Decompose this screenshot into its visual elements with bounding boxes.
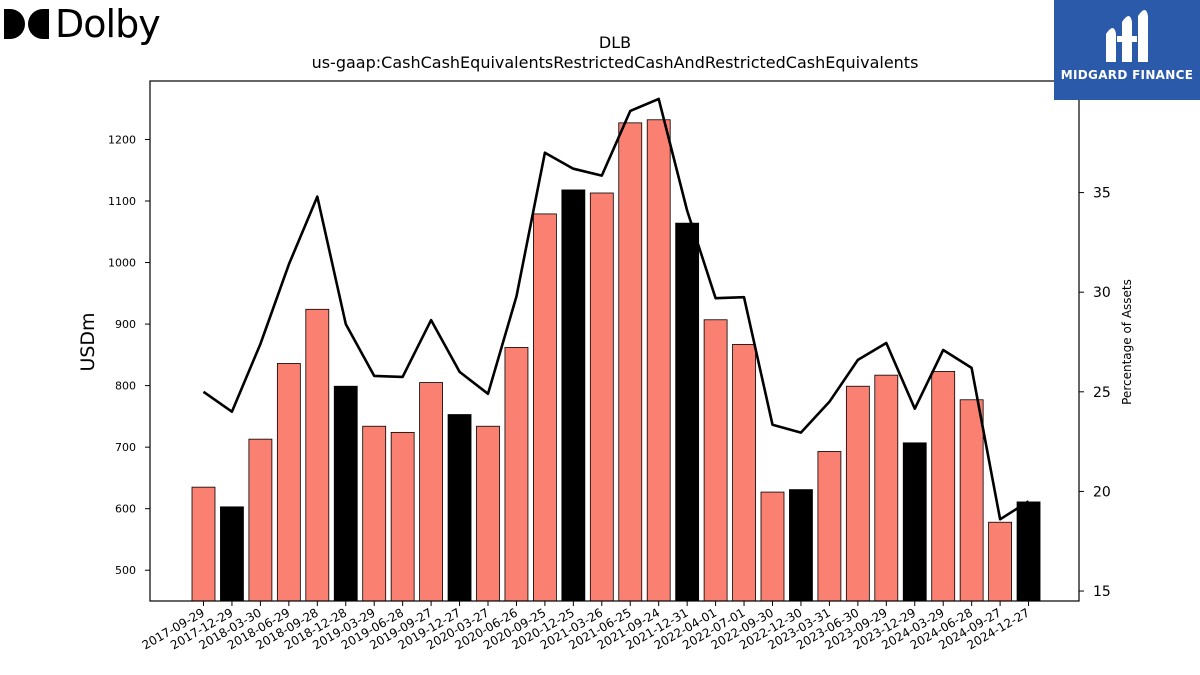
- bar: [760, 491, 785, 602]
- dolby-wordmark: Dolby: [55, 2, 161, 46]
- dolby-double-d-icon: [4, 9, 49, 39]
- bar: [675, 222, 700, 602]
- bar: [390, 431, 415, 602]
- y2-tick-label: 25: [1093, 385, 1111, 401]
- y-tick-label: 900: [115, 318, 136, 331]
- y-tick-label: 500: [115, 564, 136, 577]
- bar: [902, 442, 927, 602]
- y2-tick-label: 35: [1093, 186, 1111, 202]
- y-tick-label: 800: [115, 380, 136, 393]
- bar: [276, 363, 301, 602]
- bar: [931, 371, 956, 602]
- bar: [504, 347, 529, 602]
- bar: [533, 213, 557, 602]
- y-axis-ticks: 500 600 700 800 900 1000 1100 1200: [108, 133, 150, 577]
- bar: [618, 122, 643, 602]
- bar-group: [191, 119, 1041, 602]
- y-tick-label: 1100: [108, 195, 136, 208]
- midgard-finance-logo: MIDGARD FINANCE: [1054, 0, 1200, 100]
- bar: [789, 489, 813, 602]
- y2-axis-ticks: 15 20 25 30 35: [1079, 186, 1111, 600]
- y2-tick-label: 15: [1093, 584, 1111, 600]
- bar: [305, 308, 330, 602]
- bar: [561, 189, 586, 602]
- line-group: [202, 97, 1030, 521]
- bar: [362, 425, 387, 602]
- bar: [732, 343, 756, 602]
- midgard-m-icon: [1106, 10, 1148, 62]
- y-tick-label: 1200: [108, 133, 136, 146]
- bar: [817, 451, 842, 602]
- bar: [333, 385, 358, 602]
- y2-tick-label: 30: [1093, 285, 1111, 301]
- bar: [248, 438, 273, 602]
- bar: [476, 425, 500, 602]
- bar: [703, 319, 728, 602]
- bar: [191, 486, 216, 602]
- y-axis-label: USDm: [77, 312, 99, 371]
- bar: [988, 521, 1012, 602]
- bar: [646, 119, 671, 602]
- x-axis-ticks: 2017-09-292017-12-292018-03-302018-06-29…: [140, 601, 1032, 652]
- bar: [874, 374, 899, 602]
- bar: [845, 385, 870, 602]
- bar: [589, 192, 614, 602]
- y2-tick-label: 20: [1093, 484, 1111, 500]
- y-tick-label: 600: [115, 503, 136, 516]
- y-tick-label: 1000: [108, 257, 136, 270]
- dolby-logo: Dolby: [4, 2, 161, 46]
- chart-title: DLB: [599, 33, 631, 52]
- chart-subtitle: us-gaap:CashCashEquivalentsRestrictedCas…: [312, 53, 919, 72]
- bar: [959, 399, 984, 602]
- bar: [447, 414, 472, 602]
- percentage-line: [202, 97, 1030, 521]
- bar: [419, 382, 444, 602]
- y-tick-label: 700: [115, 441, 136, 454]
- bar: [220, 506, 244, 602]
- bar: [1016, 501, 1041, 602]
- plot-frame: [149, 80, 1080, 602]
- midgard-wordmark: MIDGARD FINANCE: [1060, 68, 1194, 82]
- y2-axis-label: Percentage of Assets: [1120, 279, 1134, 405]
